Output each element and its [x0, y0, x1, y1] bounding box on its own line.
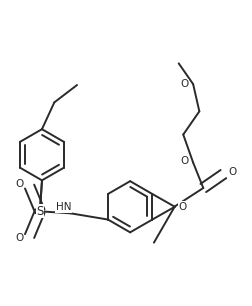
Text: O: O [179, 79, 187, 89]
Text: O: O [15, 233, 23, 243]
Text: O: O [177, 202, 186, 212]
Text: O: O [179, 155, 187, 166]
Text: S: S [36, 205, 43, 218]
Text: O: O [228, 167, 236, 177]
Text: HN: HN [55, 202, 71, 212]
Text: O: O [15, 180, 23, 189]
